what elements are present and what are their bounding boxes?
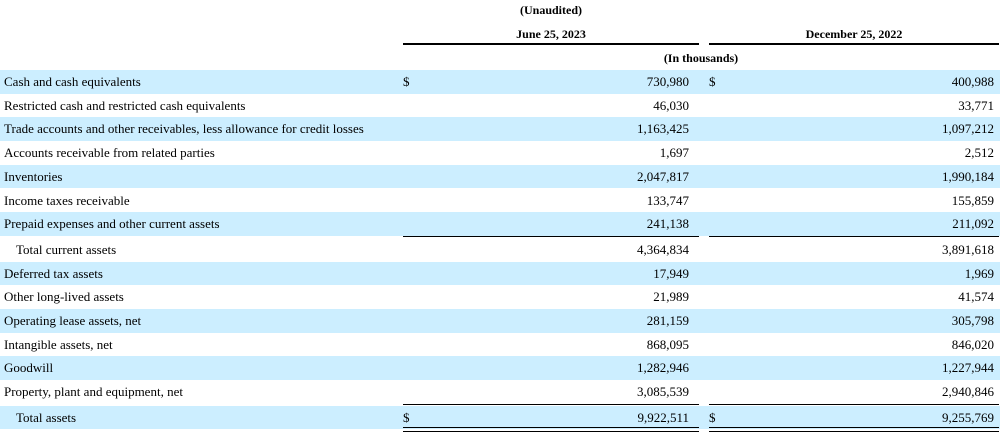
- value-june-2023: 17,949: [653, 265, 689, 281]
- table-row: Inventories 2,047,817 1,990,184: [0, 164, 1000, 189]
- value-december-2022: 41,574: [958, 289, 994, 305]
- table-row: Property, plant and equipment, net 3,085…: [0, 380, 1000, 404]
- value-june-2023: 1,282,946: [637, 360, 689, 376]
- value-december-2022: 400,988: [951, 74, 994, 89]
- value-june-2023: 4,364,834: [637, 241, 689, 257]
- dollar-sign: $: [403, 409, 410, 425]
- total-rule-col2: [709, 403, 999, 405]
- value-december-2022: 1,227,944: [942, 360, 994, 376]
- total-rule-col1: [403, 403, 699, 405]
- value-june-2023: 46,030: [653, 97, 689, 113]
- value-june-2023: 133,747: [646, 192, 689, 208]
- value-june-2023: 21,989: [653, 289, 689, 305]
- dollar-sign: $: [709, 409, 716, 425]
- row-label: Inventories: [4, 168, 63, 184]
- value-december-2022: 1,990,184: [942, 168, 994, 184]
- value-june-2023: 241,138: [646, 216, 689, 232]
- table-row: Intangible assets, net 868,095 846,020: [0, 333, 1000, 357]
- table-row-total-current-assets: Total current assets 4,364,834 3,891,618: [0, 238, 1000, 262]
- table-row: Deferred tax assets 17,949 1,969: [0, 261, 1000, 286]
- row-label: Intangible assets, net: [4, 336, 113, 352]
- value-december-2022: 305,798: [951, 313, 994, 328]
- grand-total-double-rule-col2: [709, 427, 999, 432]
- value-june-2023: 1,697: [659, 145, 689, 161]
- row-label: Deferred tax assets: [4, 265, 103, 281]
- grand-total-double-rule-col1: [403, 427, 699, 432]
- row-label: Income taxes receivable: [4, 192, 130, 208]
- table-row: Cash and cash equivalents $ 730,980 $ 40…: [0, 70, 1000, 94]
- table-row: Restricted cash and restricted cash equi…: [0, 94, 1000, 118]
- table-row: Operating lease assets, net 281,159 305,…: [0, 309, 1000, 333]
- value-december-2022: 846,020: [951, 336, 994, 352]
- table-row: Goodwill 1,282,946 1,227,944: [0, 356, 1000, 381]
- row-label: Total current assets: [16, 241, 117, 257]
- row-label: Trade accounts and other receivables, le…: [4, 121, 364, 137]
- header-rule-col2: [709, 43, 999, 45]
- value-june-2023: 3,085,539: [637, 384, 689, 400]
- subtotal-rule-col1: [403, 235, 699, 237]
- value-december-2022: 155,859: [951, 192, 994, 208]
- table-row: Accounts receivable from related parties…: [0, 141, 1000, 165]
- value-december-2022: 2,512: [964, 145, 994, 161]
- table-row-total-assets: Total assets $ 9,922,511 $ 9,255,769: [0, 405, 1000, 430]
- dollar-sign: $: [709, 74, 716, 89]
- value-june-2023: 868,095: [646, 336, 689, 352]
- value-december-2022: 2,940,846: [942, 384, 994, 400]
- table-row: Trade accounts and other receivables, le…: [0, 117, 1000, 142]
- value-june-2023: 281,159: [646, 313, 689, 328]
- value-december-2022: 9,255,769: [942, 409, 994, 425]
- row-label: Total assets: [16, 409, 77, 425]
- value-december-2022: 3,891,618: [942, 241, 994, 257]
- subtotal-rule-col2: [709, 235, 999, 237]
- row-label: Accounts receivable from related parties: [4, 145, 215, 161]
- row-label: Cash and cash equivalents: [4, 74, 141, 89]
- value-december-2022: 1,097,212: [942, 121, 994, 137]
- row-label: Prepaid expenses and other current asset…: [4, 216, 220, 232]
- column-header-december-2022: December 25, 2022: [805, 27, 903, 41]
- value-december-2022: 211,092: [952, 216, 994, 232]
- value-june-2023: 1,163,425: [637, 121, 689, 137]
- row-label: Property, plant and equipment, net: [4, 384, 183, 400]
- table-row: Other long-lived assets 21,989 41,574: [0, 285, 1000, 309]
- unaudited-header: (Unaudited): [519, 3, 582, 17]
- row-label: Restricted cash and restricted cash equi…: [4, 97, 246, 113]
- dollar-sign: $: [403, 74, 410, 89]
- value-june-2023: 2,047,817: [637, 168, 689, 184]
- units-header: (In thousands): [663, 51, 739, 65]
- row-label: Operating lease assets, net: [4, 313, 142, 328]
- table-row: Prepaid expenses and other current asset…: [0, 212, 1000, 236]
- column-header-june-2023: June 25, 2023: [516, 27, 586, 41]
- value-december-2022: 1,969: [964, 265, 994, 281]
- row-label: Goodwill: [4, 360, 54, 376]
- value-june-2023: 730,980: [646, 74, 689, 89]
- table-row: Income taxes receivable 133,747 155,859: [0, 189, 1000, 213]
- value-december-2022: 33,771: [958, 97, 994, 113]
- row-label: Other long-lived assets: [4, 289, 124, 305]
- value-june-2023: 9,922,511: [637, 409, 689, 425]
- header-rule-col1: [403, 43, 699, 45]
